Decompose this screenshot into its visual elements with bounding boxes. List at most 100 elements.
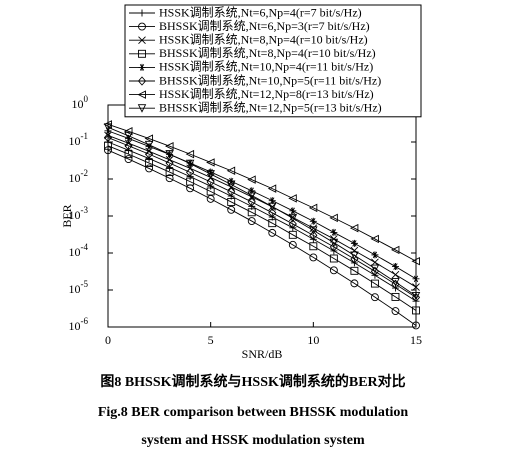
marker — [124, 131, 133, 141]
y-tick-base: 10 — [69, 208, 81, 222]
marker — [391, 279, 400, 289]
x-axis-label: SNR/dB — [242, 347, 283, 361]
marker — [329, 242, 338, 252]
legend-label: BHSSK调制系统,Nt=10,Np=5(r=11 bit/s/Hz) — [159, 73, 381, 87]
marker — [268, 202, 277, 212]
marker — [309, 253, 318, 262]
y-tick-base: 10 — [69, 319, 81, 333]
marker — [391, 307, 400, 315]
marker — [227, 183, 236, 191]
marker — [288, 230, 297, 239]
marker — [371, 251, 379, 259]
marker — [309, 242, 318, 251]
y-tick-label: 10-5 — [69, 279, 89, 296]
marker — [206, 158, 215, 167]
marker — [370, 234, 379, 244]
legend-marker — [137, 76, 147, 86]
marker — [309, 217, 317, 225]
marker — [206, 170, 215, 179]
legend-label: BHSSK调制系统,Nt=6,Np=3(r=7 bit/s/Hz) — [159, 19, 370, 33]
marker — [308, 203, 318, 213]
legend-marker — [138, 9, 146, 17]
series-line — [107, 137, 417, 298]
legend-marker — [137, 104, 147, 113]
series — [104, 141, 420, 315]
marker — [350, 266, 359, 275]
legend-marker — [138, 49, 146, 58]
marker — [390, 245, 400, 255]
series — [103, 123, 421, 301]
marker — [145, 142, 153, 150]
y-tick-exp: -6 — [81, 316, 89, 326]
legend-marker — [138, 22, 146, 31]
y-tick-label: 10-2 — [69, 168, 89, 185]
marker — [411, 292, 421, 303]
marker — [206, 187, 215, 196]
marker — [329, 213, 338, 223]
marker — [248, 187, 256, 195]
series-line — [107, 141, 417, 302]
series — [103, 132, 421, 303]
series-line — [107, 123, 417, 262]
marker — [391, 292, 400, 301]
marker — [247, 197, 256, 207]
marker — [288, 240, 297, 249]
marker — [165, 174, 174, 183]
marker — [227, 197, 236, 206]
marker — [104, 131, 112, 140]
marker — [288, 194, 297, 203]
marker — [207, 168, 215, 176]
marker — [288, 214, 298, 223]
series-line — [107, 145, 417, 311]
marker — [103, 132, 113, 143]
marker — [350, 279, 359, 288]
legend-label: HSSK调制系统,Nt=10,Np=4(r=11 bit/s/Hz) — [159, 60, 373, 74]
marker — [206, 177, 215, 187]
x-tick-label: 5 — [208, 333, 214, 347]
marker — [124, 155, 133, 164]
legend-marker — [138, 63, 146, 71]
x-tick-label: 10 — [307, 333, 319, 347]
marker — [268, 228, 277, 237]
y-tick-base: 10 — [69, 245, 81, 259]
marker — [124, 127, 133, 136]
marker — [411, 292, 421, 301]
marker — [370, 293, 379, 302]
marker — [391, 263, 399, 271]
marker — [268, 197, 276, 205]
marker — [185, 159, 195, 169]
caption-en: Fig.8 BER comparison between BHSSK modul… — [98, 405, 409, 420]
legend-label: HSSK调制系统,Nt=12,Np=8(r=13 bit/s/Hz) — [159, 87, 374, 101]
marker — [144, 140, 154, 150]
series — [103, 120, 420, 266]
marker — [309, 224, 318, 232]
marker — [349, 223, 359, 233]
marker — [330, 228, 338, 236]
marker — [226, 166, 236, 175]
y-tick-label: 10-6 — [69, 316, 89, 333]
marker — [165, 141, 174, 151]
y-tick-label: 10-1 — [69, 131, 89, 148]
y-tick-base: 10 — [69, 282, 81, 296]
y-tick-base: 10 — [69, 134, 81, 148]
marker — [309, 226, 318, 235]
marker — [247, 217, 256, 226]
series-line — [107, 135, 417, 288]
y-tick-exp: -5 — [81, 279, 89, 289]
y-tick-exp: -3 — [81, 205, 89, 215]
marker — [350, 246, 359, 255]
caption-cn: 图8 BHSSK调制系统与HSSK调制系统的BER对比 — [100, 373, 405, 390]
marker — [288, 219, 297, 229]
marker — [186, 159, 194, 167]
marker — [412, 275, 420, 283]
marker — [104, 146, 112, 155]
y-tick-exp: -4 — [81, 242, 89, 252]
marker — [411, 256, 420, 266]
marker — [227, 187, 236, 197]
marker — [124, 141, 133, 151]
x-tick-label: 15 — [410, 333, 422, 347]
x-tick-label: 0 — [105, 333, 111, 347]
caption-en: system and HSSK modulation system — [141, 433, 365, 448]
marker — [329, 266, 338, 275]
